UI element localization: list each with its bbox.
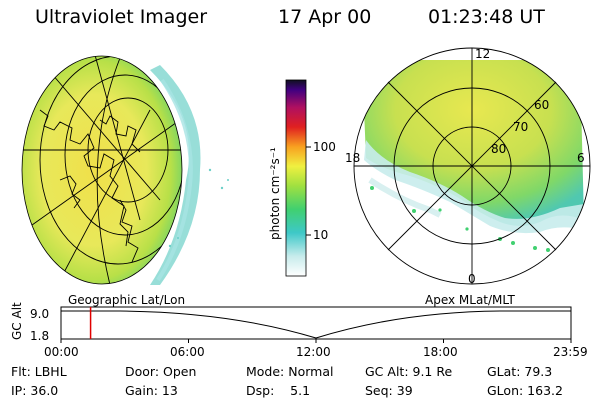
header-date: 17 Apr 00	[278, 6, 372, 28]
info-flt: Flt: LBHL	[11, 364, 67, 379]
timeline-xtick-1200: 12:00	[296, 345, 331, 359]
earth-image	[21, 55, 229, 285]
mlt-label-12: 12	[475, 47, 490, 61]
header-title: Ultraviolet Imager	[35, 6, 208, 28]
header-time: 01:23:48 UT	[428, 6, 545, 28]
aurora-dots	[370, 186, 550, 252]
colorbar-unit-label: photon cm⁻²s⁻¹	[268, 147, 282, 240]
timeline-xtick-2359: 23:59	[553, 345, 588, 359]
mlt-label-0: 0	[468, 272, 476, 286]
info-mode: Mode: Normal	[246, 364, 334, 379]
timeline-ytick-low: 1.8	[30, 329, 49, 343]
info-dsp: Dsp: 5.1	[246, 383, 311, 398]
info-door: Door: Open	[125, 364, 197, 379]
info-seq: Seq: 39	[365, 383, 413, 398]
info-glon: GLon: 163.2	[487, 383, 563, 398]
info-ip: IP: 36.0	[11, 383, 59, 398]
colorbar: 100 10 photon cm⁻²s⁻¹	[268, 79, 336, 277]
info-glat: GLat: 79.3	[487, 364, 553, 379]
timeline-right-label: Apex MLat/MLT	[425, 293, 515, 307]
info-gc-alt: GC Alt: 9.1 Re	[365, 364, 453, 379]
mlat-label-80: 80	[491, 142, 506, 156]
mlat-label-60: 60	[534, 98, 549, 112]
timeline-xtick-0000: 00:00	[44, 345, 79, 359]
timeline-xtick-0600: 06:00	[170, 345, 205, 359]
colorbar-tick-10: 10	[313, 228, 328, 242]
timeline-axis-label: GC Alt	[10, 302, 24, 340]
timeline-xtick-1800: 18:00	[423, 345, 458, 359]
mlt-label-6: 6	[577, 151, 585, 165]
timeline-ytick-high: 9.0	[30, 307, 49, 321]
info-gain: Gain: 13	[125, 383, 178, 398]
timeline-left-label: Geographic Lat/Lon	[68, 293, 185, 307]
colorbar-tick-100: 100	[313, 140, 336, 154]
altitude-timeline: Geographic Lat/Lon Apex MLat/MLT GC Alt …	[10, 293, 588, 359]
mlt-label-18: 18	[345, 151, 360, 165]
polar-plot: 12 18 6 0 60 70 80	[345, 47, 591, 286]
mlat-label-70: 70	[513, 120, 528, 134]
